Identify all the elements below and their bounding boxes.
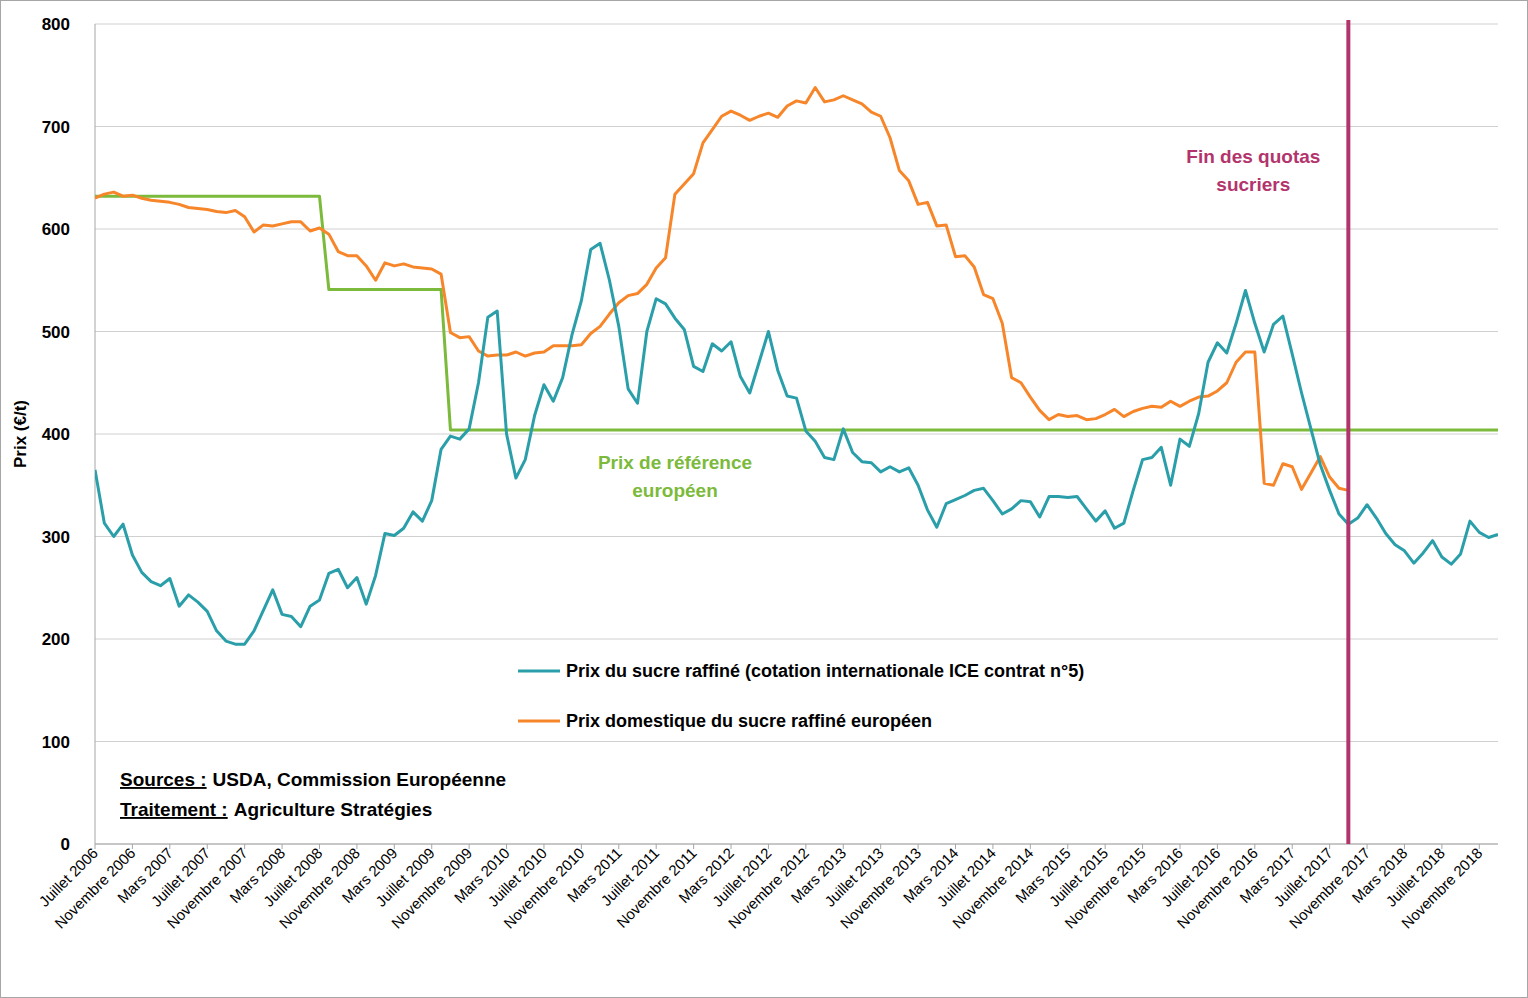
legend-swatch — [518, 670, 560, 673]
y-tick-label: 700 — [42, 118, 70, 137]
grid-line — [95, 844, 1498, 845]
x-tick — [469, 844, 470, 849]
x-tick-label: Novembre 2018 — [1398, 844, 1485, 931]
x-tick — [1254, 844, 1255, 849]
x-tick — [880, 844, 881, 849]
series-line — [95, 196, 1498, 430]
x-tick — [581, 844, 582, 849]
y-tick-label: 100 — [42, 733, 70, 752]
x-tick — [543, 844, 544, 849]
x-tick — [731, 844, 732, 849]
x-tick — [319, 844, 320, 849]
grid-line — [95, 741, 1498, 742]
y-tick-label: 200 — [42, 630, 70, 649]
x-tick — [1441, 844, 1442, 849]
x-tick — [244, 844, 245, 849]
annotation-line-1: Fin des quotas — [1186, 146, 1320, 167]
note-label: Sources : — [120, 769, 207, 790]
legend-label: Prix du sucre raffiné (cotation internat… — [566, 661, 1084, 681]
legend-swatch — [518, 720, 560, 723]
x-tick — [693, 844, 694, 849]
grid-line — [95, 639, 1498, 640]
y-tick-label: 400 — [42, 425, 70, 444]
label-line-1: Prix de référence — [598, 452, 752, 473]
annotation-label: Fin des quotas sucriers — [1186, 146, 1320, 195]
grid-line — [95, 126, 1498, 127]
y-tick-label: 300 — [42, 528, 70, 547]
y-tick-label: 600 — [42, 220, 70, 239]
x-tick — [1292, 844, 1293, 849]
annotation-line — [1346, 20, 1350, 844]
y-tick-label: 0 — [61, 835, 70, 854]
note-text: Agriculture Stratégies — [234, 799, 433, 820]
grid-line — [95, 229, 1498, 230]
x-tick — [1479, 844, 1480, 849]
series-line — [95, 88, 1348, 491]
note-text: USDA, Commission Européenne — [213, 769, 507, 790]
x-tick — [1404, 844, 1405, 849]
x-tick — [1142, 844, 1143, 849]
x-tick — [1367, 844, 1368, 849]
x-tick — [1105, 844, 1106, 849]
annotation-line-2: sucriers — [1216, 174, 1290, 195]
x-tick — [1067, 844, 1068, 849]
x-tick — [992, 844, 993, 849]
x-tick — [95, 844, 96, 849]
series-line — [95, 243, 1498, 644]
x-tick — [1329, 844, 1330, 849]
x-tick — [955, 844, 956, 849]
note-label: Traitement : — [120, 799, 228, 820]
grid-line — [95, 434, 1498, 435]
x-tick — [356, 844, 357, 849]
legend-label: Prix domestique du sucre raffiné europée… — [566, 711, 932, 731]
x-tick — [282, 844, 283, 849]
x-tick — [843, 844, 844, 849]
x-tick — [1217, 844, 1218, 849]
x-tick — [918, 844, 919, 849]
x-tick — [618, 844, 619, 849]
series-inline-label: Prix de référence européen — [598, 452, 752, 501]
x-tick — [1179, 844, 1180, 849]
series-group — [95, 88, 1498, 645]
x-tick — [656, 844, 657, 849]
x-tick — [207, 844, 208, 849]
x-tick — [805, 844, 806, 849]
x-axis — [95, 844, 1498, 845]
x-tick — [768, 844, 769, 849]
y-axis-title: Prix (€/t) — [11, 400, 30, 468]
chart: 0100200300400500600700800Prix (€/t)Juill… — [0, 0, 1528, 998]
x-tick — [506, 844, 507, 849]
grid-line — [95, 24, 1498, 25]
label-line-2: européen — [632, 480, 718, 501]
chart-border — [1, 1, 1528, 998]
x-tick — [394, 844, 395, 849]
x-tick — [132, 844, 133, 849]
x-tick — [169, 844, 170, 849]
x-tick — [431, 844, 432, 849]
y-tick-label: 500 — [42, 323, 70, 342]
y-tick-label: 800 — [42, 15, 70, 34]
y-axis — [95, 24, 96, 844]
grid-line — [95, 536, 1498, 537]
x-tick — [1030, 844, 1031, 849]
